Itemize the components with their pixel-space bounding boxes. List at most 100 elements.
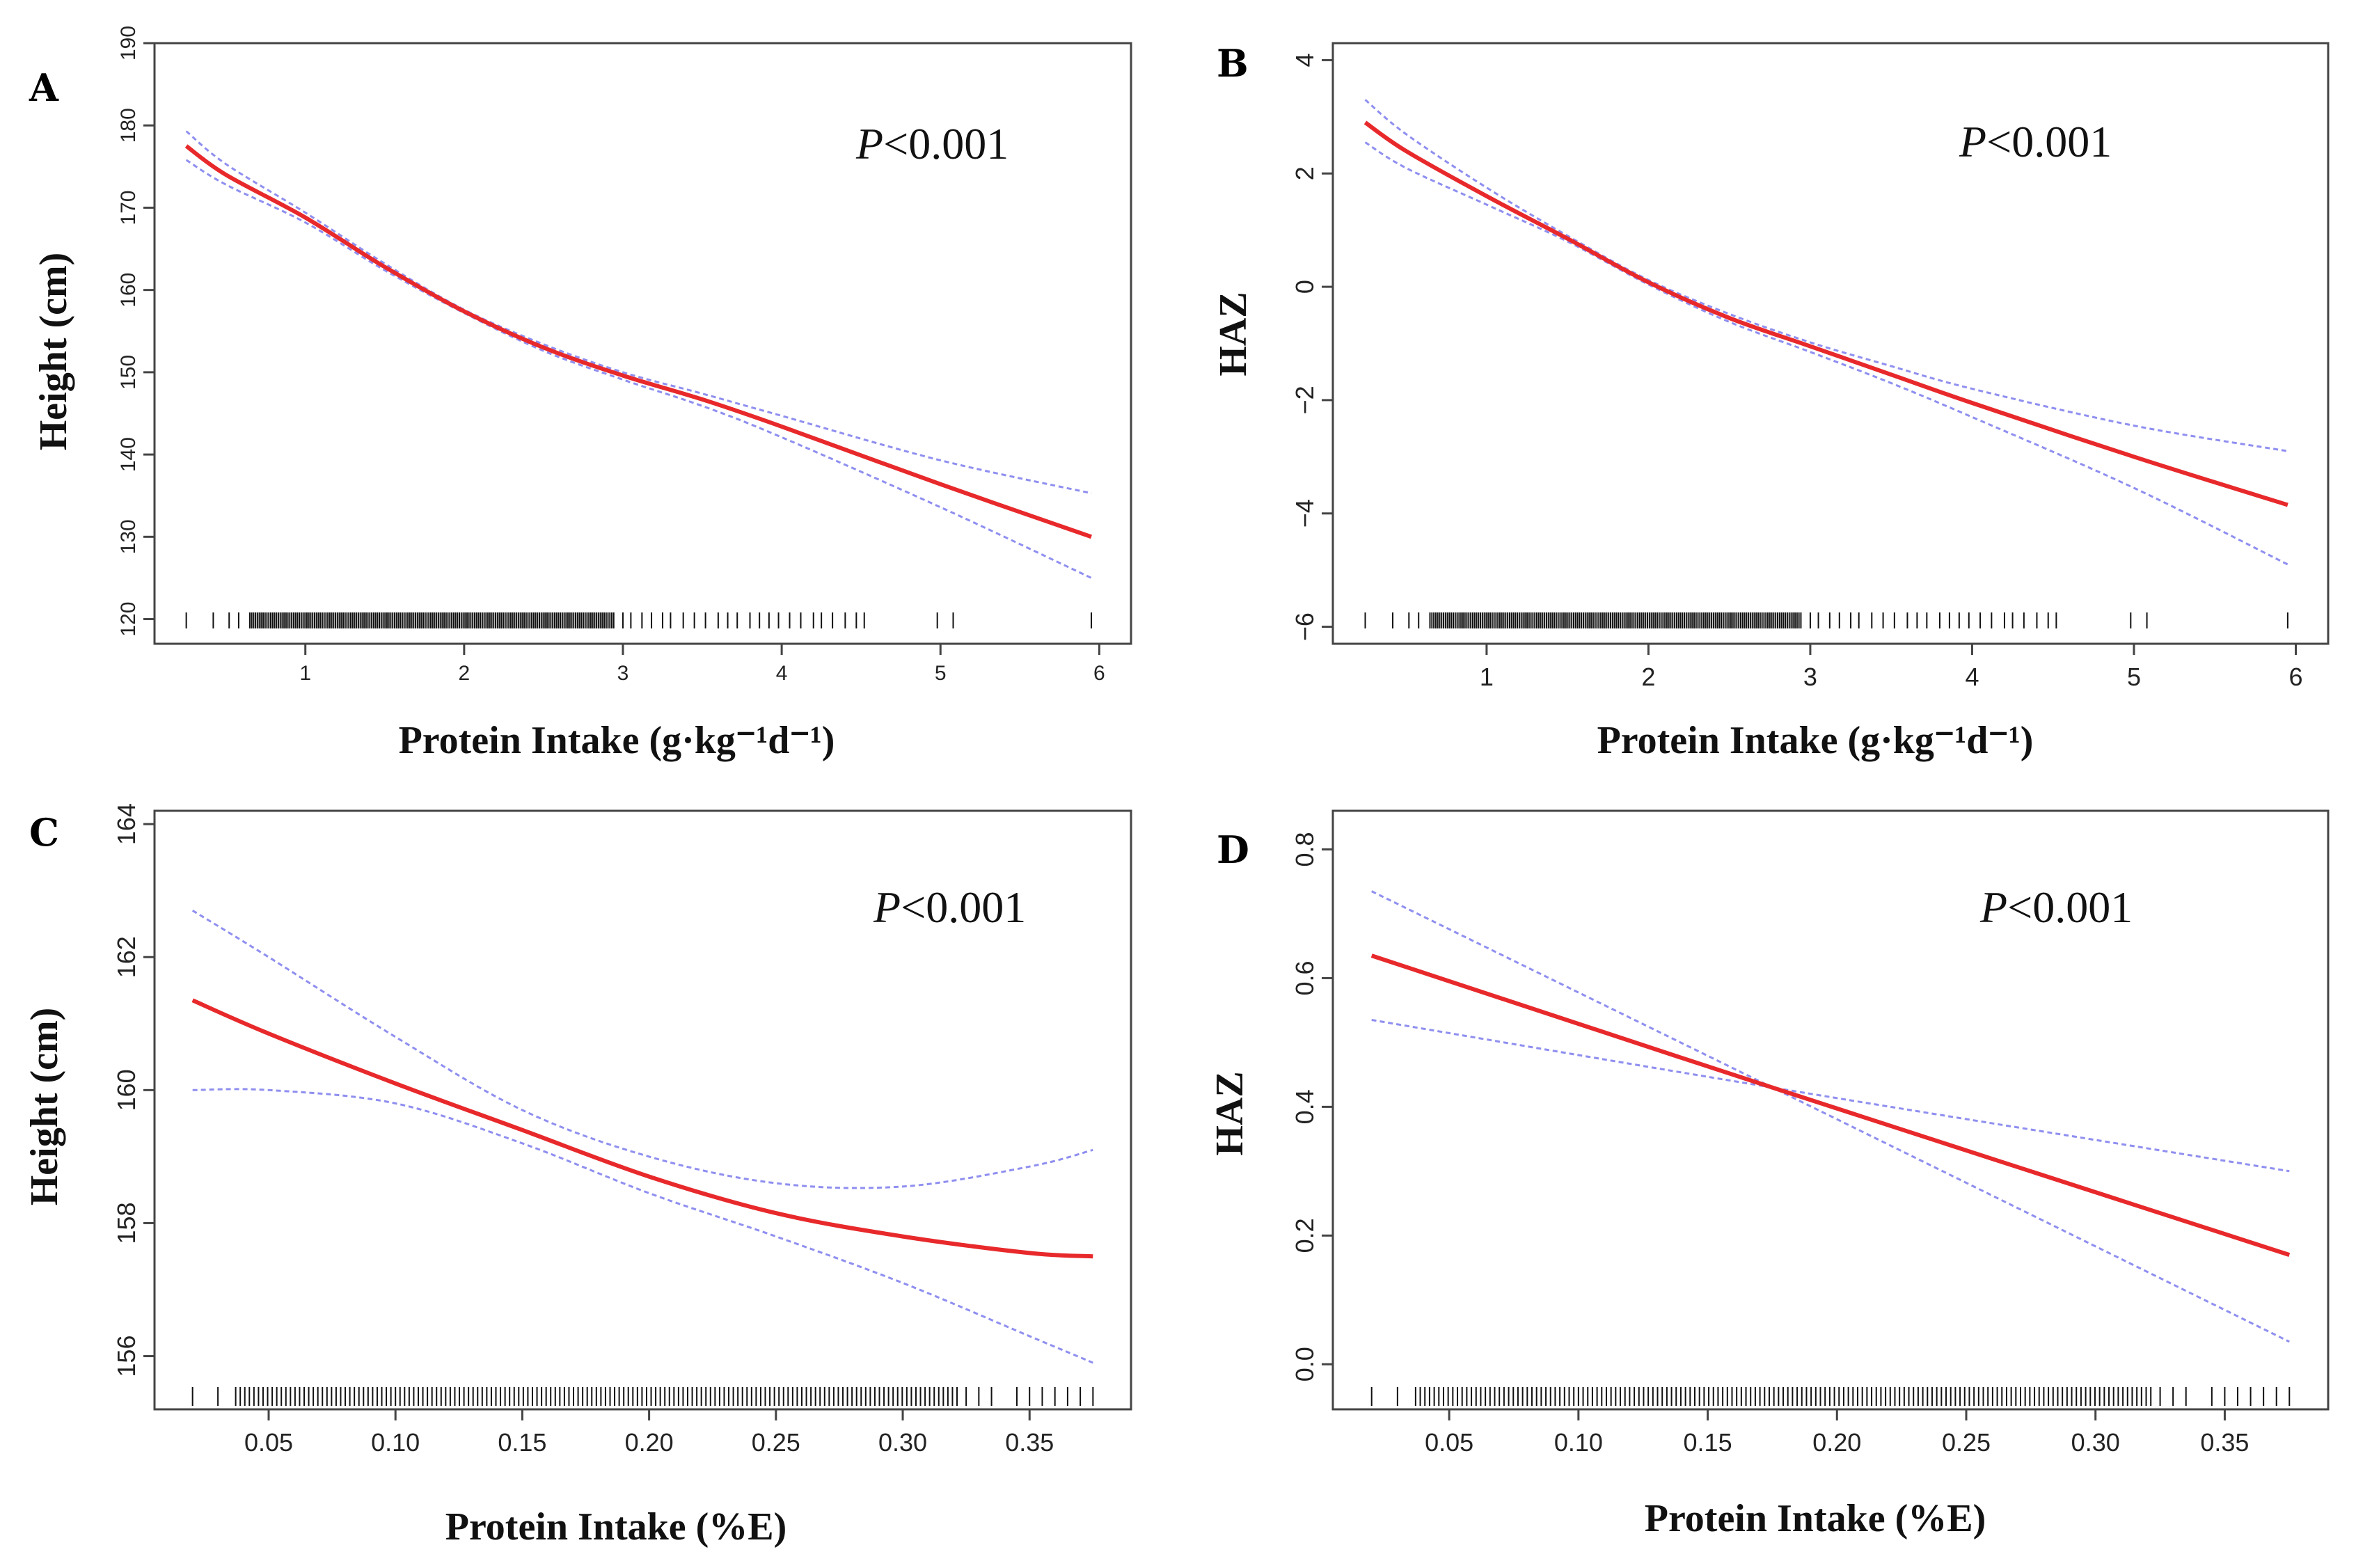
panel-a-y-tick-label: 140 — [117, 437, 140, 472]
panel-a-plot-frame — [153, 42, 1132, 645]
panel-a-x-tick-label: 6 — [1093, 662, 1105, 685]
panel-a-ci-upper-line — [185, 130, 1092, 495]
panel-c-pvalue: P<0.001 — [873, 882, 1026, 932]
panel-b-x-tick-label: 2 — [1641, 663, 1655, 691]
panel-c-x-axis: 0.05 0.10 0.15 0.20 0.25 0.30 0.35 — [244, 1409, 1054, 1457]
panel-b-x-tick-label: 4 — [1965, 663, 1979, 691]
panel-a: A Height (cm) Protein Intake (g·kg⁻¹d⁻¹)… — [29, 26, 1132, 762]
panel-a-xlabel: Protein Intake (g·kg⁻¹d⁻¹) — [399, 719, 835, 762]
panel-c-rug — [191, 1387, 1094, 1406]
panel-c-ylabel: Height (cm) — [23, 1008, 66, 1206]
panel-d-y-axis: 0.0 0.2 0.4 0.6 0.8 — [1290, 832, 1333, 1381]
panel-a-y-tick-label: 170 — [117, 190, 140, 225]
panel-d-letter: D — [1217, 827, 1249, 872]
panel-a-x-axis: 1 2 3 4 5 6 — [299, 644, 1105, 685]
panel-d-ci-lower-line — [1371, 1019, 2290, 1173]
panel-a-y-tick-label: 190 — [117, 26, 140, 61]
panel-b-fit-line — [1363, 120, 2288, 507]
panel-b-ylabel: HAZ — [1212, 292, 1255, 376]
panel-b-y-tick-label: −2 — [1290, 386, 1319, 414]
panel-a-x-tick-label: 2 — [459, 662, 471, 685]
panel-c-p-italic: P — [873, 882, 901, 932]
panel-c-x-tick-label: 0.35 — [1005, 1428, 1054, 1457]
panel-d-x-tick-label: 0.20 — [1812, 1428, 1861, 1457]
panel-d-x-axis: 0.05 0.10 0.15 0.20 0.25 0.30 0.35 — [1425, 1409, 2249, 1457]
panel-b: B HAZ Protein Intake (g·kg⁻¹d⁻¹) P<0.001… — [1212, 41, 2330, 762]
panel-a-letter: A — [29, 65, 59, 110]
panel-b-plot-frame — [1331, 42, 2330, 645]
panel-a-y-tick-label: 160 — [117, 273, 140, 308]
panel-c-x-tick-label: 0.25 — [752, 1428, 800, 1457]
panel-b-p-italic: P — [1959, 117, 1986, 166]
panel-a-p-rest: <0.001 — [883, 119, 1009, 168]
panel-d-y-tick-label: 0.6 — [1290, 960, 1319, 995]
panel-c-plot-frame — [153, 809, 1132, 1411]
panel-c-y-tick-label: 158 — [112, 1202, 141, 1244]
panel-c-y-tick-label: 164 — [112, 803, 141, 845]
panel-c: C Height (cm) Protein Intake (%E) P<0.00… — [23, 803, 1132, 1549]
panel-d-pvalue: P<0.001 — [1979, 882, 2133, 932]
panel-a-x-tick-label: 5 — [935, 662, 947, 685]
panel-d-x-tick-label: 0.15 — [1684, 1428, 1732, 1457]
panel-c-x-tick-label: 0.05 — [244, 1428, 293, 1457]
panel-b-xlabel: Protein Intake (g·kg⁻¹d⁻¹) — [1597, 719, 2034, 762]
panel-b-y-tick-label: 4 — [1290, 53, 1319, 67]
panel-d-fit-line — [1370, 953, 2291, 1257]
panel-c-x-tick-label: 0.30 — [878, 1428, 927, 1457]
panel-d-x-tick-label: 0.05 — [1425, 1428, 1473, 1457]
panel-b-rug — [1364, 612, 2288, 628]
panel-b-y-tick-label: 0 — [1290, 280, 1319, 294]
panel-a-x-tick-label: 1 — [299, 662, 311, 685]
panel-d-ylabel: HAZ — [1208, 1071, 1251, 1155]
panel-d-x-tick-label: 0.25 — [1942, 1428, 1991, 1457]
panel-b-x-axis: 1 2 3 4 5 6 — [1480, 644, 2303, 691]
panel-b-y-tick-label: −4 — [1290, 499, 1319, 528]
panel-a-y-tick-label: 130 — [117, 519, 140, 554]
panel-c-y-axis: 156 158 160 162 164 — [112, 803, 155, 1377]
panel-b-y-axis: −6 −4 −2 0 2 4 — [1290, 53, 1333, 641]
panel-b-ci-lower-line — [1364, 141, 2288, 566]
panel-b-pvalue: P<0.001 — [1959, 117, 2112, 166]
panel-b-x-tick-label: 5 — [2127, 663, 2141, 691]
panel-a-y-axis: 120 130 140 150 160 170 180 190 — [117, 26, 155, 637]
panel-a-y-tick-label: 180 — [117, 108, 140, 143]
panel-c-p-rest: <0.001 — [901, 882, 1026, 932]
panel-a-x-tick-label: 3 — [617, 662, 629, 685]
panel-d-y-tick-label: 0.4 — [1290, 1089, 1319, 1124]
panel-d-x-tick-label: 0.35 — [2200, 1428, 2249, 1457]
panel-c-y-tick-label: 162 — [112, 936, 141, 978]
panel-a-fit-line — [184, 144, 1092, 539]
panel-c-y-tick-label: 160 — [112, 1069, 141, 1111]
panel-a-x-tick-label: 4 — [776, 662, 788, 685]
panel-b-y-tick-label: 2 — [1290, 166, 1319, 180]
panel-c-x-tick-label: 0.20 — [625, 1428, 674, 1457]
panel-d-y-tick-label: 0.0 — [1290, 1347, 1319, 1381]
panel-d-p-rest: <0.001 — [2007, 882, 2133, 932]
panel-b-letter: B — [1217, 41, 1249, 86]
panel-c-fit-line — [191, 998, 1093, 1259]
panel-d-x-tick-label: 0.30 — [2071, 1428, 2120, 1457]
panel-c-ci-upper-line — [191, 910, 1093, 1189]
panel-a-y-tick-label: 150 — [117, 355, 140, 390]
panel-b-y-tick-label: −6 — [1290, 612, 1319, 641]
panel-a-p-italic: P — [855, 119, 883, 168]
panel-c-y-tick-label: 156 — [112, 1336, 141, 1377]
panel-d-p-italic: P — [1979, 882, 2007, 932]
panel-d-plot-frame — [1331, 809, 2330, 1411]
panel-c-x-tick-label: 0.10 — [371, 1428, 420, 1457]
panel-d-x-tick-label: 0.10 — [1554, 1428, 1603, 1457]
panel-d-y-tick-label: 0.8 — [1290, 832, 1319, 866]
panel-d-rug — [1370, 1387, 2291, 1406]
panel-b-x-tick-label: 1 — [1480, 663, 1494, 691]
panel-a-ci-lower-line — [185, 159, 1092, 579]
panel-b-x-tick-label: 6 — [2288, 663, 2302, 691]
panel-d-xlabel: Protein Intake (%E) — [1645, 1497, 1986, 1540]
panel-d: D HAZ Protein Intake (%E) P<0.001 0.05 0.… — [1208, 809, 2330, 1540]
panel-b-x-tick-label: 3 — [1803, 663, 1817, 691]
panel-a-ylabel: Height (cm) — [32, 253, 75, 451]
panel-c-xlabel: Protein Intake (%E) — [445, 1505, 787, 1549]
panel-a-pvalue: P<0.001 — [855, 119, 1009, 168]
panel-a-rug — [185, 612, 1092, 628]
panel-b-p-rest: <0.001 — [1986, 117, 2112, 166]
